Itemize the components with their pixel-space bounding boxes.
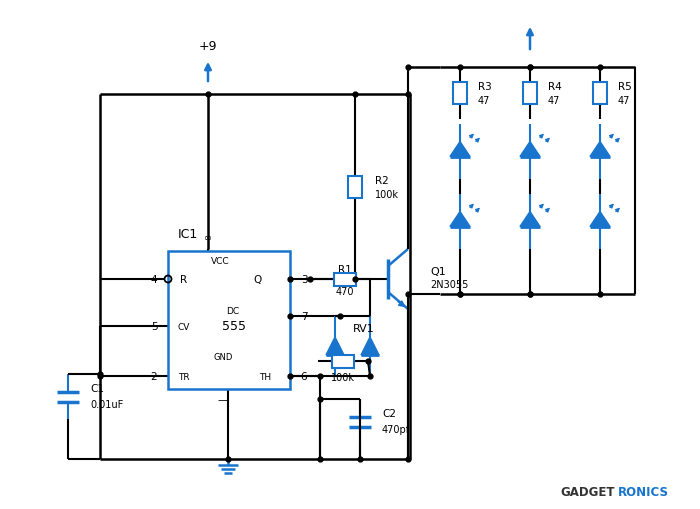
Text: 555: 555 <box>222 319 246 332</box>
Text: Q: Q <box>254 274 262 285</box>
Text: R1: R1 <box>338 265 352 274</box>
Text: 7: 7 <box>301 312 307 321</box>
Text: R: R <box>181 274 188 285</box>
Text: RONICS: RONICS <box>618 486 669 498</box>
Text: 47: 47 <box>548 96 561 106</box>
Polygon shape <box>361 337 379 355</box>
Text: 470pf: 470pf <box>382 425 410 435</box>
Polygon shape <box>450 212 470 227</box>
Polygon shape <box>590 212 610 227</box>
Text: ∞: ∞ <box>204 233 212 242</box>
Text: 47: 47 <box>478 96 491 106</box>
Text: 2: 2 <box>150 371 158 381</box>
Text: Q1: Q1 <box>430 267 446 276</box>
Text: 47: 47 <box>618 96 631 106</box>
Bar <box>168 251 290 389</box>
Text: C1: C1 <box>90 384 104 394</box>
Text: R5: R5 <box>618 82 631 92</box>
Polygon shape <box>520 212 540 227</box>
Bar <box>453 83 467 105</box>
Text: RV1: RV1 <box>353 323 375 333</box>
Text: R4: R4 <box>548 82 561 92</box>
Text: GADGET: GADGET <box>560 486 615 498</box>
Bar <box>593 83 607 105</box>
Text: C2: C2 <box>382 409 396 419</box>
Bar <box>334 273 356 286</box>
Bar <box>348 176 362 198</box>
Text: 5: 5 <box>150 321 158 331</box>
Text: GND: GND <box>214 352 232 361</box>
Text: 0.01uF: 0.01uF <box>90 400 123 410</box>
Text: 4: 4 <box>150 274 158 285</box>
Text: R2: R2 <box>375 175 389 185</box>
Polygon shape <box>520 142 540 157</box>
Text: 6: 6 <box>301 371 307 381</box>
Polygon shape <box>326 337 344 355</box>
Bar <box>523 83 537 105</box>
Text: +9: +9 <box>199 40 217 53</box>
Text: CV: CV <box>178 322 190 331</box>
Polygon shape <box>450 142 470 157</box>
Text: DC: DC <box>226 307 239 316</box>
Text: 470: 470 <box>336 287 354 296</box>
Text: TR: TR <box>178 372 190 381</box>
Text: 100k: 100k <box>331 372 355 382</box>
Text: R3: R3 <box>478 82 491 92</box>
Text: —: — <box>218 394 229 404</box>
Text: 2N3055: 2N3055 <box>430 279 468 290</box>
Bar <box>332 355 354 368</box>
Text: 3: 3 <box>301 274 307 285</box>
Text: 100k: 100k <box>375 189 399 199</box>
Text: VCC: VCC <box>211 257 230 266</box>
Polygon shape <box>590 142 610 157</box>
Text: IC1: IC1 <box>178 227 198 240</box>
Text: TH: TH <box>259 372 271 381</box>
